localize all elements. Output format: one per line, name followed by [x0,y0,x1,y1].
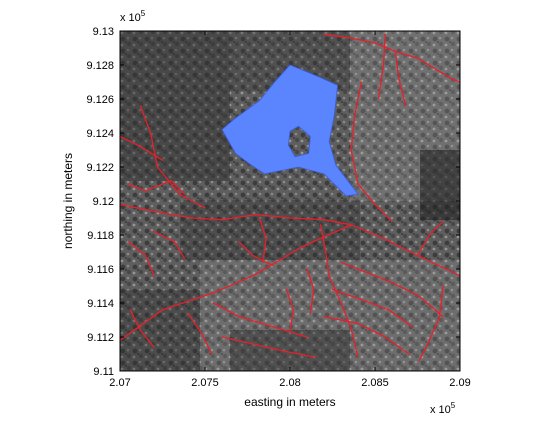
y-tick-label: 9.116 [87,264,114,276]
x-tick-label: 2.08 [279,377,300,389]
road-segment [120,203,352,226]
road-segment [418,285,444,362]
y-tick-label: 9.128 [86,60,114,72]
x-tick-label: 2.09 [449,377,470,389]
road-segment [129,309,155,348]
road-segment [120,224,352,342]
road-segment [340,261,444,318]
road-segment [285,288,295,331]
water-body [221,64,359,197]
road-segment [323,33,460,83]
road-segment [331,288,414,328]
y-tick-label: 9.114 [87,298,114,310]
x-tick-label: 2.075 [191,377,219,389]
road-segment [258,217,267,263]
road-segment [212,302,308,338]
road-segment [377,33,386,100]
y-axis-ticks: 9.11 9.112 9.114 9.116 9.118 9.12 9.122 9.124 9.… [86,26,460,378]
road-segment [127,241,155,277]
y-exponent-label: x 105 [120,9,146,24]
x-axis-ticks: 2.07 2.075 2.08 2.085 2.09 [109,31,471,389]
water-body-layer [221,64,359,197]
road-segment [120,135,164,161]
x-exponent-label: x 105 [430,401,456,416]
y-tick-label: 9.126 [86,94,114,106]
aerial-tone-patches [120,31,460,371]
road-segment [357,183,393,223]
y-tick-label: 9.118 [87,230,114,242]
y-tick-label: 9.112 [87,332,114,344]
road-segment [153,230,186,260]
x-tick-label: 2.07 [109,377,130,389]
road-segment [187,312,213,355]
y-tick-label: 9.122 [86,162,114,174]
road-segment [416,220,444,257]
y-tick-label: 9.124 [86,128,114,140]
y-tick-label: 9.13 [93,26,114,38]
road-segment [319,224,359,359]
road-segment [394,50,407,107]
road-segment [127,179,186,195]
road-segment [139,105,206,209]
road-segment [221,336,317,359]
road-network [120,33,460,362]
y-tick-label: 9.11 [93,366,114,378]
x-tick-label: 2.085 [361,377,389,389]
y-axis-label: northing in meters [61,153,75,249]
road-segment [350,81,363,185]
road-segment [323,315,410,355]
x-axis-label: easting in meters [244,395,335,409]
road-segment [350,224,460,277]
road-segment [306,268,315,314]
road-segment [238,241,274,267]
y-tick-label: 9.12 [93,196,114,208]
